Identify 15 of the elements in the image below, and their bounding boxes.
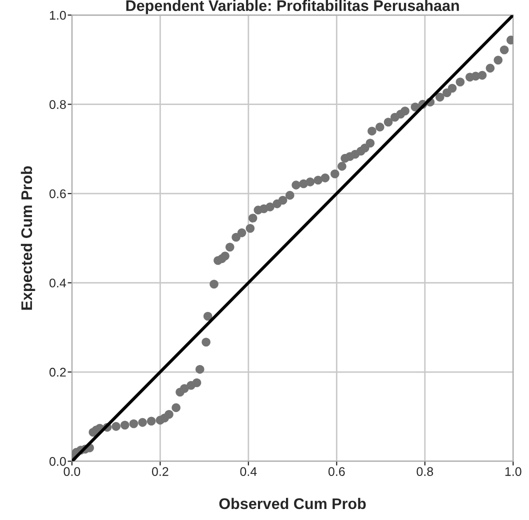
y-tick-label: 0.8: [50, 100, 66, 109]
chart-title: Dependent Variable: Profitabilitas Perusahaan: [126, 0, 459, 14]
x-tick-label: 1.0: [505, 467, 522, 476]
x-axis-title: Observed Cum Prob: [219, 498, 366, 510]
x-tick-label: 0.8: [416, 467, 434, 476]
y-axis-title: Expected Cum Prob: [20, 166, 36, 310]
y-tick-label: 1.0: [50, 10, 66, 20]
y-tick-label: 0.6: [50, 189, 66, 198]
y-tick-label: 0.4: [50, 278, 66, 288]
x-tick-label: 0.4: [240, 467, 257, 476]
x-tick-label: 0.6: [328, 467, 345, 476]
x-tick-label: 0.2: [152, 467, 168, 476]
x-tick-label: 0.0: [64, 467, 80, 476]
y-tick-label: 0.2: [50, 368, 66, 377]
y-tick-label: 0.0: [50, 457, 66, 466]
